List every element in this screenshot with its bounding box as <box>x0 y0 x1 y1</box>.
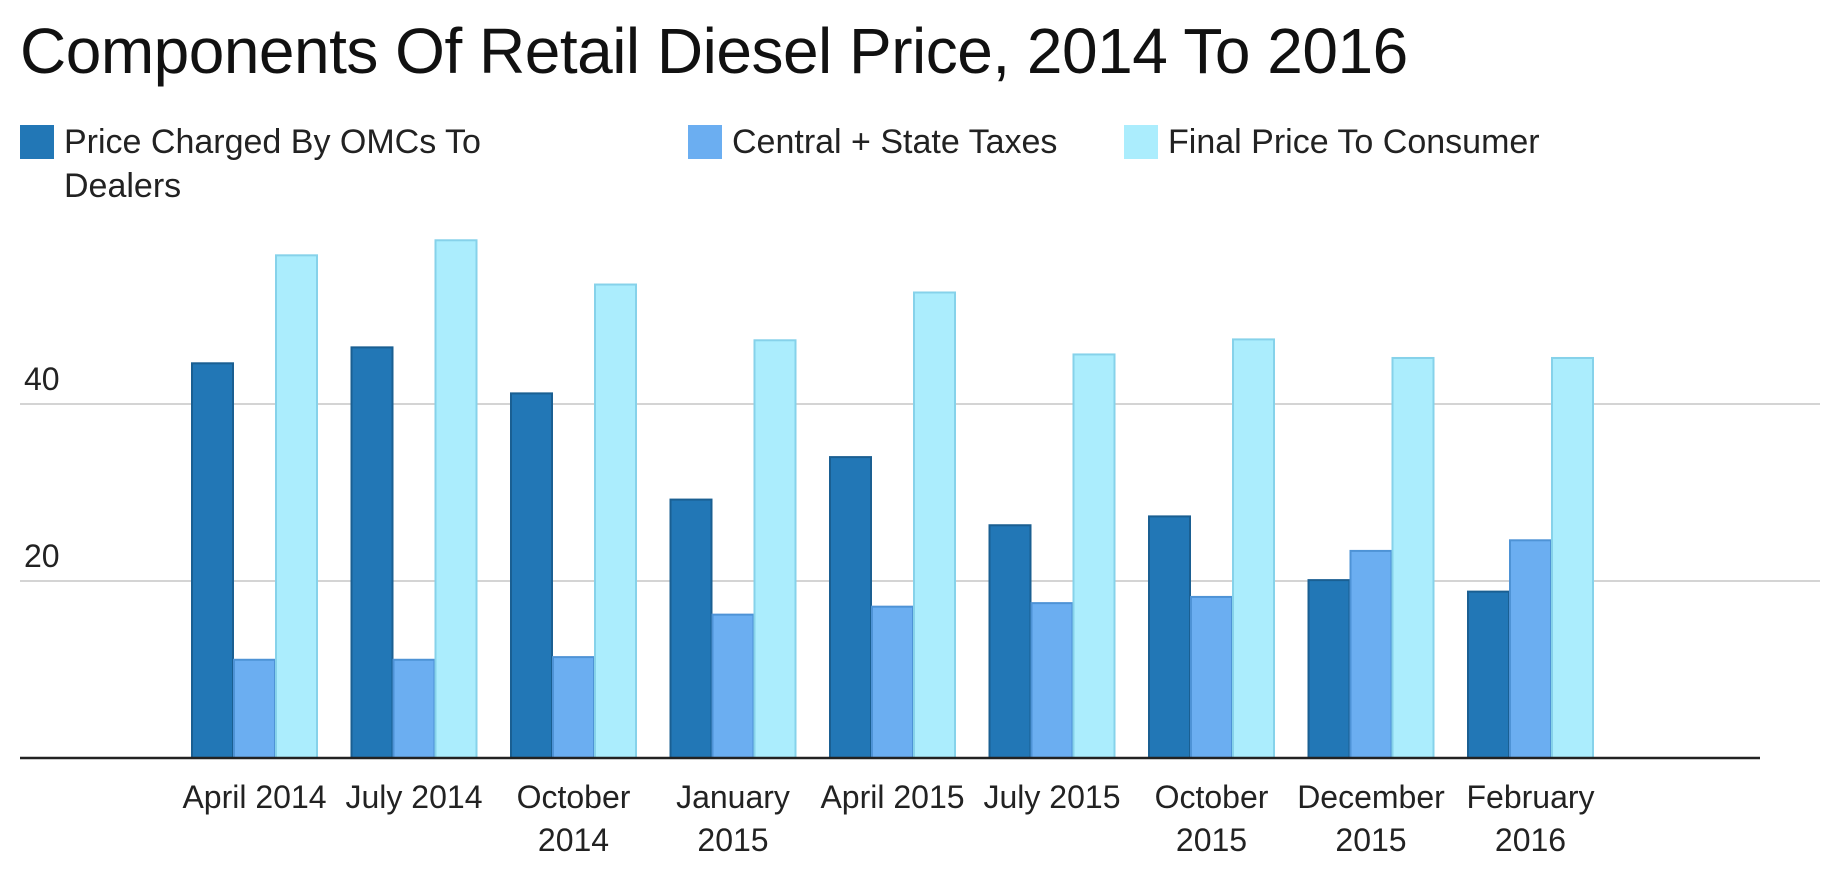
bar-final-price-6 <box>1232 338 1275 759</box>
x-tick-label-3: January 2015 <box>676 779 790 858</box>
x-tick-label-0: April 2014 <box>182 779 326 815</box>
bar-final-price-2 <box>594 283 637 759</box>
bar-final-price-3 <box>753 339 797 759</box>
bar-taxes-0 <box>233 658 276 760</box>
legend-label-taxes: Central + State Taxes <box>732 123 1058 161</box>
y-tick-label-20: 20 <box>24 538 60 574</box>
bar-taxes-8 <box>1509 539 1552 759</box>
bar-taxes-1 <box>392 658 436 760</box>
bar-omc-price-6 <box>1148 515 1191 760</box>
bar-final-price-4 <box>913 291 956 759</box>
bar-taxes-2 <box>552 656 595 759</box>
bar-taxes-5 <box>1030 602 1074 759</box>
x-tick-label-2: October 2014 <box>517 779 631 858</box>
bar-taxes-3 <box>711 613 755 759</box>
bar-omc-price-8 <box>1467 590 1510 759</box>
legend-label-omc-price: Price Charged By OMCs To Dealers <box>64 123 481 205</box>
bar-final-price-8 <box>1551 356 1594 759</box>
legend-item-final-price: Final Price To Consumer <box>1124 120 1540 164</box>
bar-omc-price-4 <box>829 456 872 759</box>
legend-item-taxes: Central + State Taxes <box>688 120 1057 164</box>
x-tick-label-5: July 2015 <box>984 779 1121 815</box>
bar-omc-price-3 <box>669 498 713 759</box>
bar-final-price-0 <box>275 254 318 759</box>
x-tick-label-1: July 2014 <box>346 779 483 815</box>
bar-omc-price-1 <box>350 346 394 759</box>
legend-swatch-final-price <box>1124 125 1158 159</box>
x-tick-label-4: April 2015 <box>820 779 964 815</box>
bar-final-price-7 <box>1391 356 1435 759</box>
x-tick-label-7: December 2015 <box>1297 779 1445 858</box>
bar-omc-price-2 <box>510 392 553 759</box>
bar-taxes-7 <box>1349 549 1393 759</box>
legend-swatch-taxes <box>688 125 722 159</box>
bar-taxes-6 <box>1190 595 1233 759</box>
bar-taxes-4 <box>871 605 914 759</box>
x-tick-label-8: February 2016 <box>1466 779 1594 858</box>
bar-omc-price-7 <box>1307 579 1351 759</box>
legend-swatch-omc-price <box>20 125 54 159</box>
x-tick-label-6: October 2015 <box>1155 779 1269 858</box>
chart-title: Components Of Retail Diesel Price, 2014 … <box>20 15 1408 87</box>
bar-omc-price-5 <box>988 524 1032 759</box>
bar-final-price-1 <box>434 239 478 759</box>
y-tick-label-40: 40 <box>24 361 60 397</box>
bar-omc-price-0 <box>191 362 234 759</box>
bar-final-price-5 <box>1072 353 1116 759</box>
legend-label-final-price: Final Price To Consumer <box>1168 123 1540 161</box>
legend-item-omc-price: Price Charged By OMCs To Dealers <box>20 120 580 208</box>
